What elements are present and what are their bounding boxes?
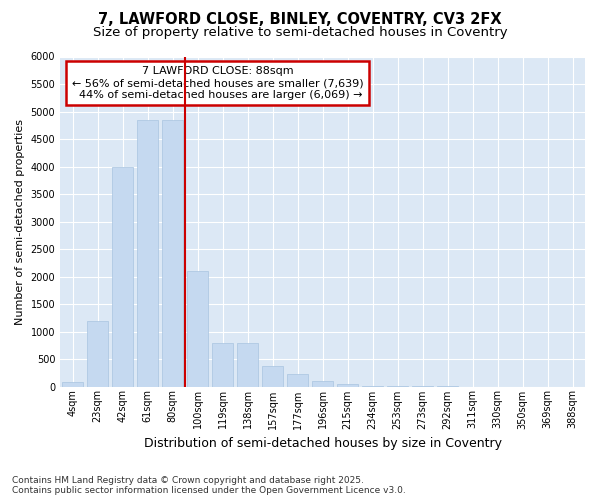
Bar: [212, 342, 233, 386]
Bar: [137, 120, 158, 386]
Y-axis label: Number of semi-detached properties: Number of semi-detached properties: [15, 118, 25, 324]
Bar: [337, 384, 358, 386]
Bar: [237, 342, 258, 386]
X-axis label: Distribution of semi-detached houses by size in Coventry: Distribution of semi-detached houses by …: [143, 437, 502, 450]
Text: Contains HM Land Registry data © Crown copyright and database right 2025.
Contai: Contains HM Land Registry data © Crown c…: [12, 476, 406, 495]
Bar: [162, 120, 183, 386]
Bar: [62, 382, 83, 386]
Bar: [87, 320, 108, 386]
Bar: [187, 271, 208, 386]
Text: 7 LAWFORD CLOSE: 88sqm  
← 56% of semi-detached houses are smaller (7,639)
  44%: 7 LAWFORD CLOSE: 88sqm ← 56% of semi-det…: [72, 66, 364, 100]
Text: 7, LAWFORD CLOSE, BINLEY, COVENTRY, CV3 2FX: 7, LAWFORD CLOSE, BINLEY, COVENTRY, CV3 …: [98, 12, 502, 28]
Bar: [262, 366, 283, 386]
Bar: [287, 374, 308, 386]
Bar: [112, 166, 133, 386]
Bar: [312, 381, 333, 386]
Text: Size of property relative to semi-detached houses in Coventry: Size of property relative to semi-detach…: [92, 26, 508, 39]
